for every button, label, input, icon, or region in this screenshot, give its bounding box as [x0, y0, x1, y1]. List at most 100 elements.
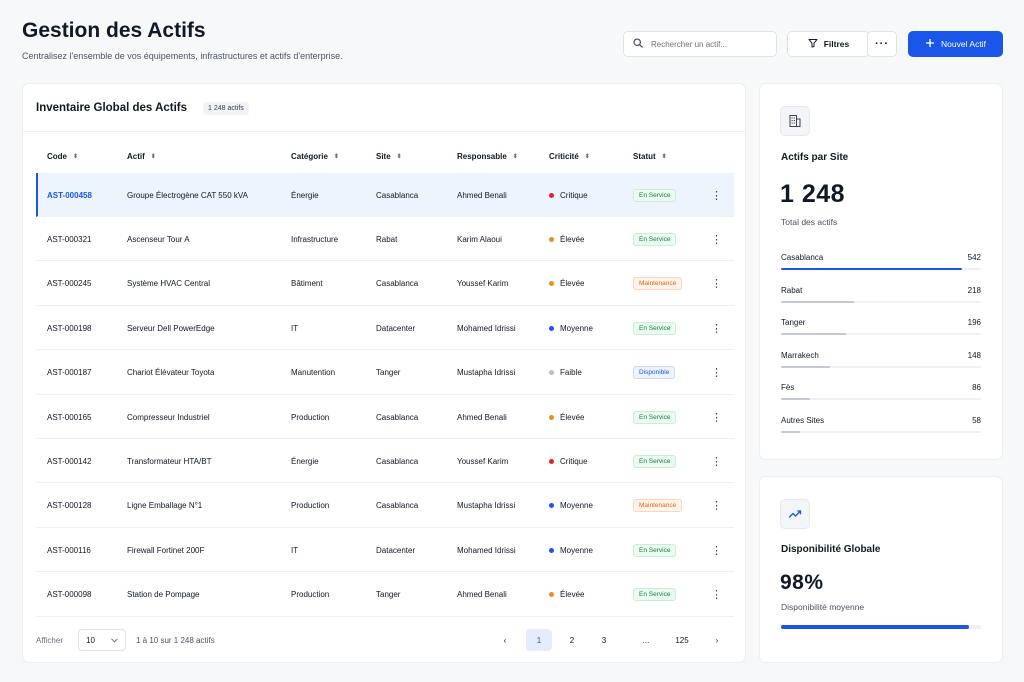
criticality-label: Élevée [560, 412, 585, 422]
criticality: Critique [549, 439, 588, 483]
asset-category: Manutention [291, 368, 336, 378]
availability-title: Disponibilité Globale [781, 544, 881, 555]
asset-category: Production [291, 590, 330, 600]
asset-code[interactable]: AST-000098 [47, 590, 92, 600]
criticality-label: Élevée [560, 234, 585, 244]
table-row[interactable]: AST-000128 Ligne Emballage N°1 Production C… [36, 484, 734, 528]
sites-card: Actifs par Site 1 248 Total des actifs C… [759, 83, 1003, 460]
criticality-dot [549, 370, 554, 376]
row-menu-icon[interactable]: ⋮ [711, 278, 722, 291]
site-item: Tanger 196 [781, 318, 981, 340]
sort-icon: ⬍ [584, 153, 590, 160]
asset-code[interactable]: AST-000116 [47, 545, 91, 555]
row-menu-icon[interactable]: ⋮ [711, 544, 722, 557]
filters-button[interactable]: Filtres [787, 31, 870, 57]
sort-icon: ⬍ [396, 153, 402, 160]
row-menu-icon[interactable]: ⋮ [711, 455, 722, 468]
prev-page-icon[interactable]: ‹ [503, 635, 507, 645]
asset-code[interactable]: AST-000187 [47, 368, 92, 378]
table-row[interactable]: AST-000245 Système HVAC Central Bâtiment Ca… [36, 262, 734, 306]
site-item: Marrakech 148 [781, 351, 981, 373]
page-2[interactable]: 2 [569, 635, 575, 645]
row-menu-icon[interactable]: ⋮ [711, 411, 722, 424]
asset-owner: Ahmed Benali [457, 190, 507, 200]
availability-card: Disponibilité Globale 98% Disponibilité … [759, 476, 1003, 663]
column-header[interactable]: Site ⬍ [376, 152, 402, 161]
criticality-dot [549, 281, 554, 287]
row-menu-icon[interactable]: ⋮ [711, 322, 722, 335]
criticality-dot [549, 503, 554, 509]
page-3[interactable]: 3 [601, 635, 607, 645]
search-box[interactable] [623, 31, 777, 57]
page-size-value: 10 [86, 635, 95, 645]
row-menu-icon[interactable]: ⋮ [711, 233, 722, 246]
criticality-dot [549, 236, 554, 242]
site-bar-fill [781, 431, 801, 433]
page-size-select[interactable]: 10 [78, 629, 126, 651]
asset-code[interactable]: AST-000142 [47, 456, 92, 466]
more-options-button[interactable]: ··· [867, 31, 897, 57]
site-item: Casablanca 542 [781, 253, 981, 275]
table-row[interactable]: AST-000116 Firewall Fortinet 200F IT Datace… [36, 528, 734, 573]
asset-code[interactable]: AST-000458 [47, 190, 92, 200]
table-row[interactable]: AST-000458 Groupe Électrogène CAT 550 kVA… [36, 173, 734, 217]
column-header[interactable]: Responsable ⬍ [457, 152, 518, 161]
asset-category: Énergie [291, 190, 319, 200]
asset-site: Datacenter [376, 323, 416, 333]
asset-code[interactable]: AST-000321 [47, 234, 92, 244]
table-row[interactable]: AST-000187 Chariot Élévateur Toyota Manute… [36, 351, 734, 395]
row-menu-icon[interactable]: ⋮ [711, 500, 722, 513]
asset-code[interactable]: AST-000198 [47, 323, 92, 333]
criticality: Élevée [549, 217, 584, 261]
divider [23, 131, 745, 132]
row-menu-icon[interactable]: ⋮ [711, 189, 722, 202]
site-value: 218 [967, 285, 981, 295]
asset-code[interactable]: AST-000165 [47, 412, 92, 422]
inventory-card: Inventaire Global des Actifs 1 248 actif… [22, 83, 746, 663]
criticality-label: Élevée [560, 590, 585, 600]
asset-name: Groupe Électrogène CAT 550 kVA [127, 190, 248, 200]
criticality: Faible [549, 351, 582, 395]
asset-owner: Youssef Karim [457, 456, 509, 466]
criticality: Élevée [549, 262, 584, 306]
status-badge: En Service [633, 410, 677, 424]
table-row[interactable]: AST-000198 Serveur Dell PowerEdge IT Datace… [36, 306, 734, 351]
site-item: Fès 86 [781, 383, 981, 405]
sites-total: 1 248 [780, 180, 846, 208]
page-125[interactable]: 125 [675, 635, 689, 645]
chevron-down-icon [111, 636, 118, 645]
status-badge: Disponible [633, 366, 676, 380]
criticality: Élevée [549, 395, 584, 439]
column-header[interactable]: Code ⬍ [47, 152, 78, 161]
status-cell: En Service [633, 528, 677, 572]
status-cell: En Service [633, 217, 677, 261]
status-badge: Maintenance [633, 277, 683, 291]
row-menu-icon[interactable]: ⋮ [711, 367, 722, 380]
table-row[interactable]: AST-000321 Ascenseur Tour A Infrastructure… [36, 217, 734, 262]
table-row[interactable]: AST-000165 Compresseur Industriel Producti… [36, 395, 734, 439]
asset-name: Ascenseur Tour A [127, 234, 190, 244]
next-page-icon[interactable]: › [715, 635, 719, 645]
column-header[interactable]: Catégorie ⬍ [291, 152, 339, 161]
search-input[interactable] [651, 39, 761, 49]
criticality-label: Critique [560, 456, 588, 466]
asset-site: Rabat [376, 234, 398, 244]
row-menu-icon[interactable]: ⋮ [711, 589, 722, 602]
table-row[interactable]: AST-000142 Transformateur HTA/BT Énergie Ca… [36, 439, 734, 484]
column-header[interactable]: Statut ⬍ [633, 152, 667, 161]
site-bar [781, 365, 981, 368]
column-header[interactable]: Criticité ⬍ [549, 152, 590, 161]
criticality: Moyenne [549, 528, 593, 572]
status-cell: Maintenance [633, 262, 683, 306]
new-asset-button[interactable]: Nouvel Actif [908, 31, 1003, 57]
column-header[interactable]: Actif ⬍ [127, 152, 156, 161]
asset-category: Bâtiment [291, 279, 323, 289]
availability-value: 98% [780, 571, 824, 594]
site-bar-fill [781, 365, 831, 368]
trend-icon [780, 499, 810, 529]
asset-code[interactable]: AST-000128 [47, 501, 92, 511]
table-row[interactable]: AST-000098 Station de Pompage Production Ta… [36, 573, 734, 617]
asset-code[interactable]: AST-000245 [47, 279, 92, 289]
criticality: Élevée [549, 573, 584, 617]
page-1[interactable]: 1 [526, 629, 552, 651]
